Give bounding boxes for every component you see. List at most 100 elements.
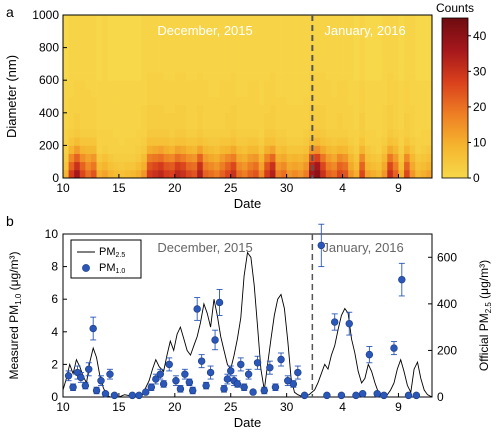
heatmap-cell (376, 120, 383, 130)
heatmap-cell (130, 104, 137, 114)
heatmap-cell (146, 31, 153, 40)
heatmap-cell (96, 72, 103, 81)
heatmap-cell (286, 153, 293, 163)
heatmap-cell (96, 112, 103, 122)
heatmap-cell (79, 88, 86, 97)
heatmap-cell (409, 120, 416, 130)
heatmap-cell (74, 137, 81, 146)
heatmap-cell (264, 96, 271, 106)
heatmap-cell (186, 31, 192, 40)
heatmap-cell (124, 104, 131, 114)
heatmap-cell (404, 15, 411, 24)
heatmap-cell (398, 169, 405, 179)
heatmap-cell (387, 80, 394, 89)
heatmap-cell (74, 88, 81, 97)
heatmap-cell (107, 47, 114, 57)
heatmap-cell (141, 15, 148, 24)
heatmap-cell (314, 39, 321, 48)
heatmap-cell (404, 39, 411, 48)
heatmap-cell (141, 153, 148, 163)
heatmap-cell (286, 47, 293, 57)
heatmap-cell (208, 145, 215, 154)
heatmap-cell (398, 153, 405, 163)
heatmap-cell (241, 161, 248, 171)
heatmap-cell (275, 88, 282, 97)
heatmap-cell (74, 47, 81, 57)
heatmap-cell (180, 63, 187, 73)
heatmap-cell (96, 161, 103, 171)
heatmap-cell (96, 104, 103, 114)
heatmap-cell (264, 72, 271, 81)
heatmap-cell (79, 55, 86, 65)
heatmap-cell (281, 96, 288, 106)
heatmap-cell (258, 129, 265, 138)
heatmap-cell (135, 137, 142, 146)
y2-tick-label-b: 200 (437, 343, 457, 357)
heatmap-cell (152, 88, 159, 97)
heatmap-cell (135, 72, 142, 81)
heatmap-cell (314, 161, 321, 171)
heatmap-cell (325, 137, 332, 146)
heatmap-cell (208, 72, 215, 81)
heatmap-cell (314, 96, 321, 106)
heatmap-cell (353, 47, 360, 57)
heatmap-cell (208, 169, 215, 179)
heatmap-cell (102, 145, 109, 154)
heatmap-cell (213, 72, 220, 81)
heatmap-cell (152, 23, 159, 32)
heatmap-cell (241, 145, 248, 154)
heatmap-cell (303, 161, 310, 171)
heatmap-cell (118, 39, 125, 48)
heatmap-cell (85, 112, 92, 122)
heatmap-cell (342, 63, 349, 73)
heatmap-cell (269, 80, 276, 89)
heatmap-cell (96, 153, 103, 163)
x-tick-label-b: 4 (339, 400, 346, 414)
heatmap-cell (247, 80, 254, 89)
heatmap-cell (409, 47, 416, 57)
heatmap-cell (342, 55, 349, 65)
heatmap-cell (63, 169, 69, 179)
heatmap-cell (336, 104, 343, 114)
heatmap-cell (236, 96, 243, 106)
heatmap-cell (420, 47, 427, 57)
heatmap-cell (135, 63, 142, 73)
heatmap-cell (381, 169, 388, 179)
heatmap-cell (404, 120, 411, 130)
pm10-marker (85, 365, 93, 373)
heatmap-cell (74, 161, 81, 171)
heatmap-cell (314, 63, 321, 73)
heatmap-cell (124, 169, 131, 179)
heatmap-cell (353, 72, 360, 81)
heatmap-cell (264, 104, 271, 114)
heatmap-cell (208, 112, 215, 122)
heatmap-cell (404, 145, 411, 154)
heatmap-cell (113, 120, 120, 130)
heatmap-cell (163, 129, 170, 138)
heatmap-cell (146, 47, 153, 57)
pm10-marker (244, 370, 253, 378)
heatmap-cell (359, 55, 366, 65)
heatmap-cell (152, 161, 159, 171)
pm10-marker (165, 360, 173, 369)
x-tick-label-a: 30 (280, 181, 294, 195)
x-tick-label-a: 9 (395, 181, 402, 195)
pm10-marker (365, 350, 374, 359)
heatmap-cell (404, 104, 411, 114)
pm10-marker (398, 275, 406, 284)
y2-tick-label-b: 600 (437, 250, 457, 264)
heatmap-cell (230, 80, 237, 89)
annotation-december-a: December, 2015 (157, 23, 252, 38)
heatmap-cell (169, 80, 176, 89)
heatmap-cell (113, 137, 120, 146)
heatmap-cell (325, 23, 332, 32)
heatmap-cell (264, 39, 271, 48)
heatmap-cell (102, 47, 109, 57)
heatmap-cell (186, 80, 192, 89)
heatmap-cell (253, 145, 260, 154)
heatmap-cell (381, 112, 388, 122)
heatmap-cell (79, 63, 86, 73)
heatmap-cell (381, 161, 388, 171)
pm10-marker (89, 324, 97, 333)
heatmap-cell (269, 120, 276, 130)
